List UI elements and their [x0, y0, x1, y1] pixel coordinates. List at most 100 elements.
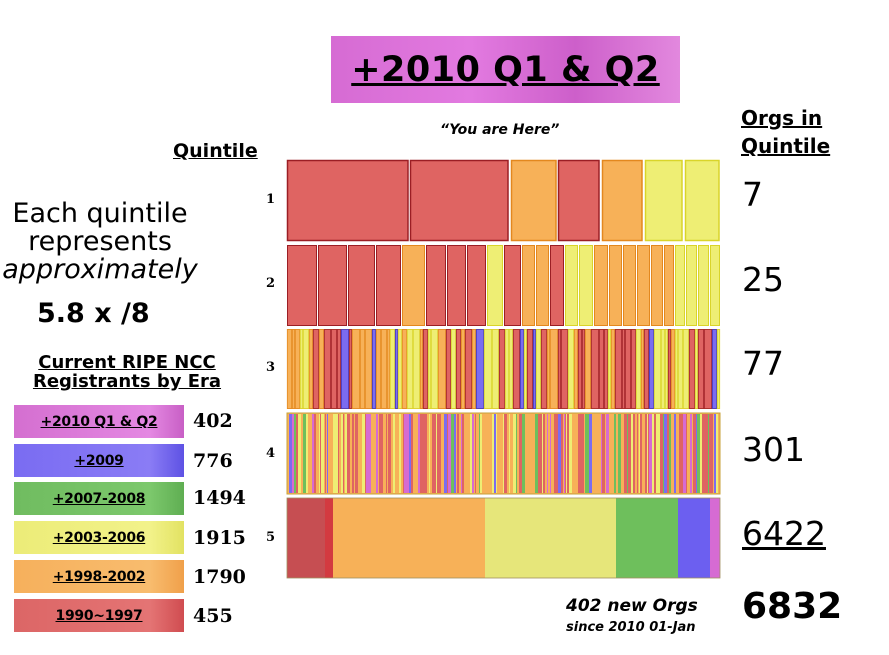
org-stripe: [494, 414, 496, 493]
era-count-1998: 1790: [193, 566, 246, 588]
org-block: [455, 329, 462, 409]
quintile-5-border: [286, 497, 721, 579]
org-stripe: [540, 414, 542, 493]
org-block: [491, 329, 500, 409]
org-stripe: [489, 414, 492, 493]
org-block: [584, 329, 592, 409]
era-box-2009: +2009: [14, 444, 184, 477]
org-block: [504, 329, 510, 409]
orgs-header-line1: Orgs in: [741, 106, 823, 130]
org-stripe: [563, 414, 564, 493]
org-stripe: [316, 414, 319, 493]
org-stripe: [624, 414, 627, 493]
org-stripe: [447, 414, 448, 493]
org-stripe: [612, 414, 614, 493]
org-stripe: [347, 414, 350, 493]
org-stripe: [638, 414, 639, 493]
era-label-2009: +2009: [74, 452, 124, 469]
org-block: [577, 329, 583, 409]
org-stripe: [404, 414, 406, 493]
org-stripe: [321, 414, 324, 493]
org-block: [694, 329, 699, 409]
org-stripe: [497, 414, 499, 493]
org-stripe: [693, 414, 696, 493]
org-stripe: [564, 414, 565, 493]
org-stripe: [292, 414, 294, 493]
org-stripe: [660, 414, 661, 493]
era-count-2007: 1494: [193, 487, 246, 509]
org-block: [427, 329, 432, 409]
org-stripe: [328, 414, 330, 493]
era-count-2010: 402: [193, 410, 233, 432]
era-count-2009: 776: [193, 450, 233, 472]
quintile-row-2: [287, 245, 720, 326]
org-block: [603, 329, 609, 409]
org-stripe: [499, 414, 502, 493]
quintile-count-5: 6422: [742, 514, 826, 553]
org-block: [635, 329, 642, 409]
org-stripe: [376, 414, 378, 493]
org-stripe: [661, 414, 663, 493]
orgs-header-line2: Quintile: [741, 134, 831, 158]
org-stripe: [572, 414, 575, 493]
org-stripe: [470, 414, 472, 493]
org-stripe: [462, 414, 464, 493]
org-stripe: [628, 414, 631, 493]
org-stripe: [344, 414, 345, 493]
org-stripe: [525, 414, 528, 493]
org-block: [437, 329, 447, 409]
org-block: [380, 329, 388, 409]
era-header-line1: Current RIPE NCC: [38, 352, 216, 373]
org-stripe: [327, 414, 328, 493]
org-block: [430, 329, 439, 409]
org-stripe: [360, 414, 362, 493]
org-block: [686, 245, 697, 326]
org-stripe: [679, 414, 682, 493]
org-stripe: [411, 414, 413, 493]
org-stripe: [683, 414, 686, 493]
era-count-2003: 1915: [193, 527, 246, 549]
org-stripe: [714, 414, 716, 493]
quintile-size: 5.8 x /8: [37, 298, 150, 329]
org-block: [651, 245, 663, 326]
org-stripe: [459, 414, 461, 493]
org-stripe: [631, 414, 633, 493]
org-stripe: [456, 414, 457, 493]
org-stripe: [326, 414, 327, 493]
org-stripe: [663, 414, 664, 493]
org-stripe: [467, 414, 468, 493]
quintile-label-3: 3: [266, 360, 276, 375]
org-stripe: [358, 414, 360, 493]
org-stripe: [543, 414, 545, 493]
org-stripe: [535, 414, 537, 493]
org-stripe: [702, 414, 705, 493]
org-block: [716, 329, 721, 409]
org-stripe: [545, 414, 547, 493]
org-block: [590, 329, 600, 409]
org-stripe: [616, 414, 618, 493]
org-stripe: [476, 414, 477, 493]
org-stripe: [718, 414, 720, 493]
org-stripe: [671, 414, 674, 493]
org-stripe: [454, 414, 456, 493]
org-stripe: [333, 414, 335, 493]
era-count-1990: 455: [193, 605, 233, 627]
org-stripe: [423, 414, 425, 493]
org-stripe: [648, 414, 649, 493]
desc-line3: approximately: [2, 254, 198, 285]
org-stripe: [646, 414, 647, 493]
era-band-2007: [616, 498, 678, 578]
org-stripe: [487, 414, 489, 493]
org-block: [565, 245, 578, 326]
org-block: [664, 329, 669, 409]
org-stripe: [330, 414, 333, 493]
org-block: [557, 159, 600, 242]
org-block: [504, 245, 521, 326]
org-stripe: [482, 414, 485, 493]
org-stripe: [294, 414, 296, 493]
org-stripe: [468, 414, 469, 493]
org-stripe: [558, 414, 561, 493]
org-block: [409, 159, 509, 242]
org-stripe: [371, 414, 374, 493]
org-block: [386, 329, 391, 409]
